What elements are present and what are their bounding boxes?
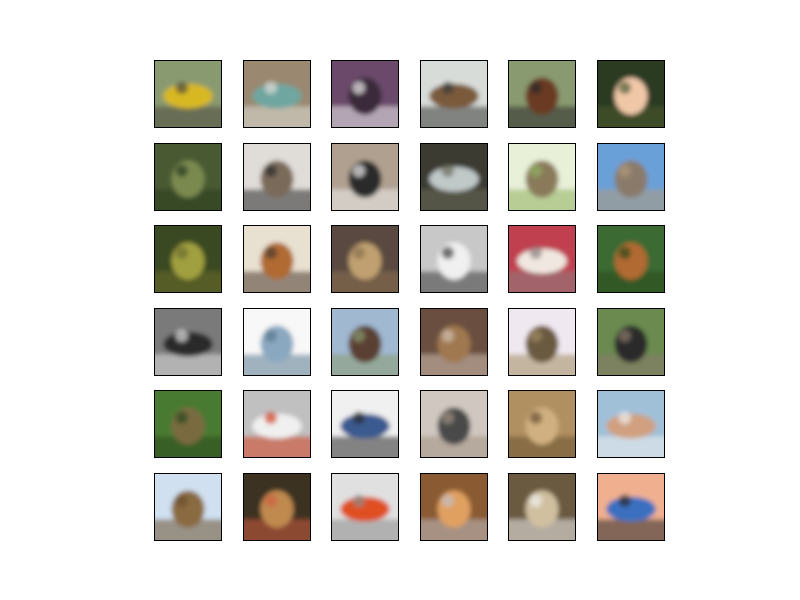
image-tile: [420, 225, 488, 293]
bird-photo: [509, 144, 575, 210]
ship-photo: [598, 391, 664, 457]
image-tile: [243, 473, 311, 541]
dog-photo: [421, 226, 487, 292]
cat-photo: [244, 474, 310, 540]
frog-photo: [155, 144, 221, 210]
image-tile: [331, 143, 399, 211]
car-photo: [598, 474, 664, 540]
image-tile: [243, 308, 311, 376]
cat-photo: [244, 144, 310, 210]
cat-photo: [244, 309, 310, 375]
frog-photo: [509, 309, 575, 375]
image-tile: [508, 308, 576, 376]
frog-photo: [332, 226, 398, 292]
image-tile: [420, 308, 488, 376]
image-tile: [154, 473, 222, 541]
truck-photo: [421, 61, 487, 127]
frog-photo: [155, 226, 221, 292]
truck-photo: [155, 61, 221, 127]
image-tile: [243, 390, 311, 458]
image-tile: [597, 143, 665, 211]
image-tile: [331, 390, 399, 458]
image-tile: [508, 390, 576, 458]
cat-photo: [421, 391, 487, 457]
image-tile: [154, 390, 222, 458]
image-tile: [154, 308, 222, 376]
bird-photo: [155, 474, 221, 540]
image-tile: [331, 60, 399, 128]
image-tile: [243, 225, 311, 293]
dog-photo: [598, 61, 664, 127]
truck-photo: [332, 474, 398, 540]
image-tile: [154, 225, 222, 293]
car-photo: [155, 309, 221, 375]
image-tile: [508, 473, 576, 541]
bird-photo: [598, 309, 664, 375]
car-photo: [509, 226, 575, 292]
car-photo: [421, 144, 487, 210]
deer-photo: [332, 309, 398, 375]
frog-photo: [421, 474, 487, 540]
truck-photo: [332, 391, 398, 457]
image-tile: [597, 60, 665, 128]
image-tile: [597, 308, 665, 376]
bird-photo: [332, 61, 398, 127]
image-tile: [597, 473, 665, 541]
cat-photo: [332, 144, 398, 210]
image-tile: [154, 143, 222, 211]
image-tile: [420, 473, 488, 541]
image-tile: [331, 473, 399, 541]
cat-photo: [509, 474, 575, 540]
car-photo: [244, 61, 310, 127]
image-tile: [597, 225, 665, 293]
dog-photo: [244, 226, 310, 292]
image-tile: [243, 143, 311, 211]
image-tile: [420, 60, 488, 128]
image-tile: [154, 60, 222, 128]
deer-photo: [155, 391, 221, 457]
image-tile: [420, 390, 488, 458]
image-tile: [508, 225, 576, 293]
image-tile: [508, 143, 576, 211]
image-tile: [508, 60, 576, 128]
image-tile: [243, 60, 311, 128]
bird-photo: [509, 391, 575, 457]
image-tile: [331, 308, 399, 376]
horse-photo: [509, 61, 575, 127]
bird-photo: [598, 144, 664, 210]
deer-photo: [598, 226, 664, 292]
image-tile: [420, 143, 488, 211]
airplane-photo: [244, 391, 310, 457]
cat-photo: [421, 309, 487, 375]
image-tile: [331, 225, 399, 293]
image-tile: [597, 390, 665, 458]
